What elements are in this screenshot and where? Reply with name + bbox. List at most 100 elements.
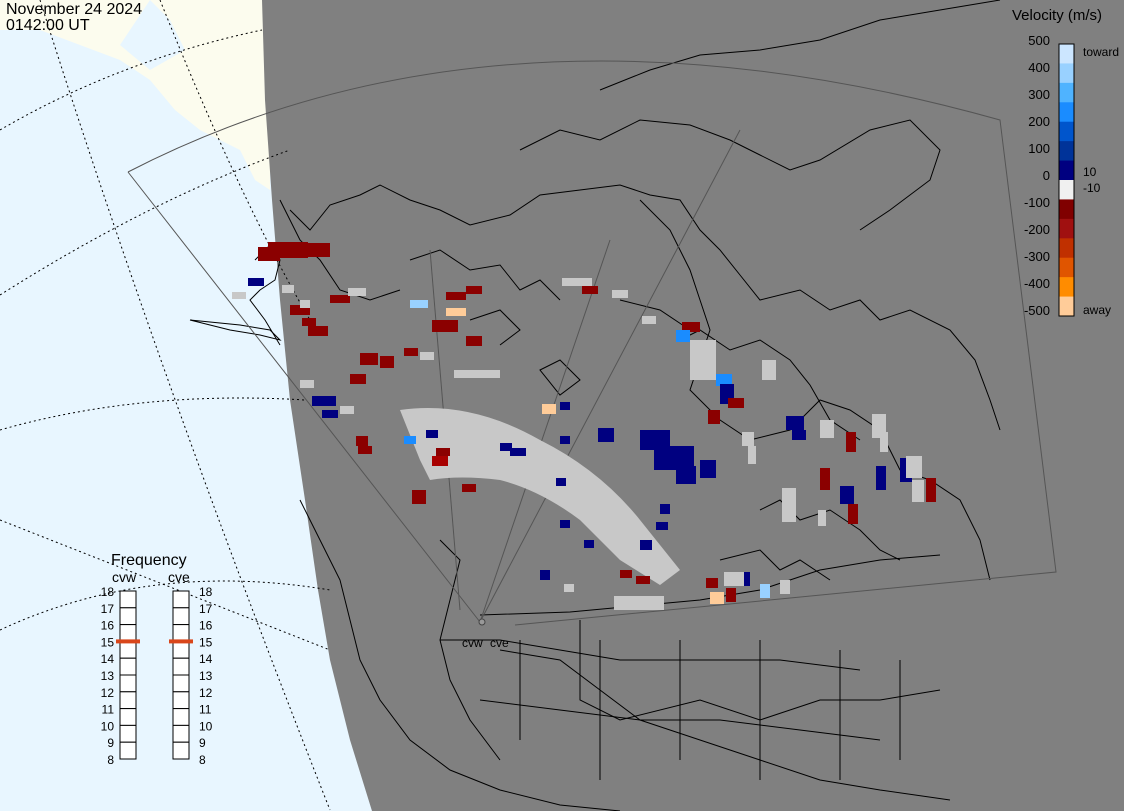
frequency-level-label: 13 [199, 669, 213, 683]
frequency-marker [116, 639, 140, 644]
frequency-cell [119, 691, 137, 710]
scatter-cell [818, 510, 826, 526]
scatter-cell [446, 292, 466, 300]
coastlines [189, 0, 1001, 811]
frequency-level-label: 15 [199, 635, 213, 649]
scatter-cell [356, 436, 368, 446]
scatter-cell [716, 374, 732, 386]
scatter-cell [308, 326, 328, 336]
velocity-tick-label: 200 [1028, 114, 1050, 129]
radar-fov [127, 60, 1057, 626]
frequency-legend: Frequency cvw cve 1817161514131211109818… [101, 552, 213, 767]
frequency-cell [172, 724, 190, 743]
velocity-tick-label: -300 [1024, 249, 1050, 264]
frequency-level-label: 18 [199, 585, 213, 599]
scatter-cell [330, 295, 350, 303]
scatter-cell [926, 478, 936, 502]
frequency-level-label: 11 [199, 703, 212, 717]
colorbar-segment [1059, 63, 1074, 84]
scatter-cell [300, 380, 314, 388]
scatter-cell [912, 480, 924, 502]
scatter-cell [350, 374, 366, 384]
scatter-cell [742, 432, 754, 446]
frequency-cell [119, 607, 137, 626]
scatter-cell [848, 504, 858, 524]
frequency-cell [172, 657, 190, 676]
scatter-cell [780, 580, 790, 594]
scatter-cell [564, 584, 574, 592]
scatter-cell [584, 540, 594, 548]
scatter-cell [232, 292, 246, 299]
scatter-cell [598, 428, 614, 442]
frequency-level-label: 10 [199, 719, 213, 733]
scatter-cell [740, 572, 750, 586]
radar-label-cve: cve [490, 636, 509, 650]
scatter-cell [322, 410, 338, 418]
scatter-cell [748, 446, 756, 464]
frequency-cell [172, 607, 190, 626]
scatter-cell [690, 340, 716, 380]
colorbar-segment [1059, 218, 1074, 239]
scatter-cell [312, 396, 336, 406]
scatter-cell [248, 278, 264, 286]
frequency-cell [172, 590, 190, 609]
scatter-cell [640, 430, 670, 450]
scatter-cell [340, 406, 354, 414]
scatter-cell [724, 572, 744, 586]
colorbar-border [1058, 43, 1075, 317]
scatter-cell [710, 592, 724, 604]
scatter-cell [560, 520, 570, 528]
colorbar-segment [1059, 257, 1074, 278]
frequency-cell [119, 724, 137, 743]
frequency-level-label: 14 [199, 652, 213, 666]
scatter-cell [760, 584, 770, 598]
time-label: 0142:00 UT [6, 17, 90, 34]
scatter-cell [436, 448, 450, 456]
frequency-level-label: 11 [102, 703, 115, 717]
scatter-cell [586, 478, 596, 486]
colorbar-segment [1059, 121, 1074, 142]
velocity-tick-label: -500 [1024, 303, 1050, 318]
frequency-cell [172, 624, 190, 642]
frequency-marker [169, 639, 193, 644]
dayside-land [0, 0, 270, 190]
radar-label-cvw: cvw [462, 636, 483, 650]
frequency-legend-title: Frequency [111, 552, 187, 569]
scatter-cell [560, 402, 570, 410]
velocity-tick-label: 300 [1028, 87, 1050, 102]
colorbar-segment [1059, 277, 1074, 298]
frequency-level-label: 9 [107, 736, 114, 750]
colorbar-segment [1059, 160, 1074, 181]
scatter-cell [300, 300, 310, 308]
velocity-ticks: 500 400 300 200 100 0 -100 -200 -300 -400 -500 [1024, 33, 1050, 318]
frequency-cell [172, 640, 190, 659]
frequency-cell [172, 691, 190, 710]
velocity-tick-label: -200 [1024, 222, 1050, 237]
velocity-tick-label: 0 [1043, 168, 1050, 183]
scatter-cell [876, 466, 886, 490]
frequency-cell [119, 590, 137, 609]
scatter-cells [232, 242, 936, 610]
scatter-cell [614, 596, 664, 610]
colorbar-segment [1059, 180, 1074, 200]
scatter-cell [620, 570, 632, 578]
velocity-legend-title: Velocity (m/s) [1012, 7, 1102, 24]
frequency-cell [119, 674, 137, 693]
scatter-cell [562, 278, 592, 286]
dayside-water [120, 0, 185, 70]
frequency-level-label: 16 [199, 619, 213, 633]
scatter-cell [682, 322, 700, 332]
colorbar-segment [1059, 82, 1074, 103]
colorbar-segment [1059, 102, 1074, 123]
frequency-cell [172, 708, 190, 726]
colorbar-segment [1059, 238, 1074, 259]
velocity-tick-label: -400 [1024, 276, 1050, 291]
colorbar-segment [1059, 141, 1074, 162]
velocity-tick-label: 500 [1028, 33, 1050, 48]
frequency-level-label: 17 [101, 602, 115, 616]
frequency-radar-cvw: cvw [112, 569, 137, 585]
colorbar-segment [1059, 199, 1074, 220]
scatter-cell [358, 446, 372, 454]
frequency-cell [119, 657, 137, 676]
